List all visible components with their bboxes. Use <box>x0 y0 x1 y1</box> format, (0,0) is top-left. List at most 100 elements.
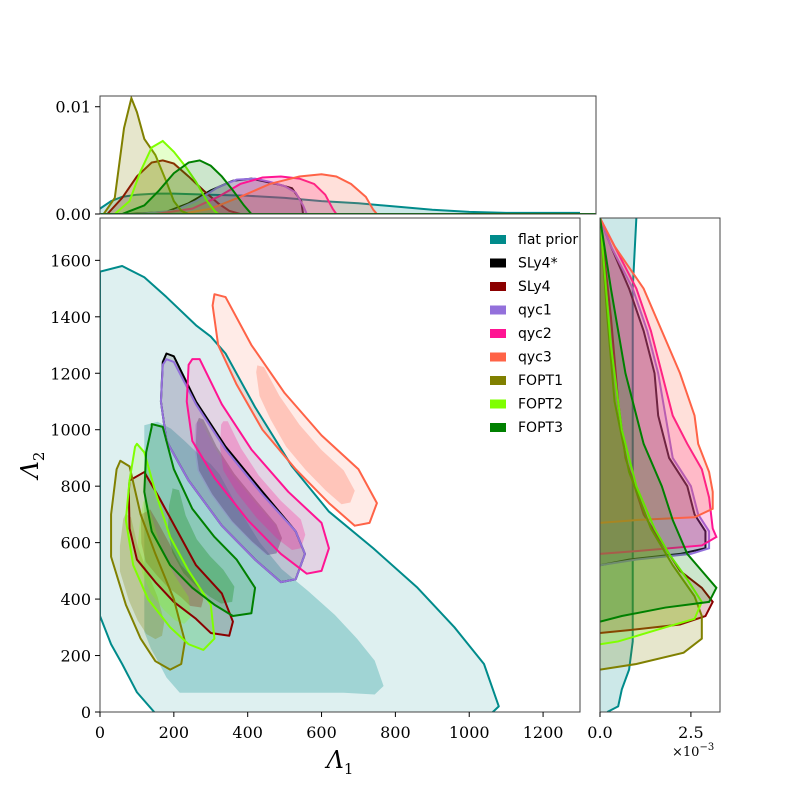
x-axis-label: Λ1 <box>325 746 354 778</box>
fopt3-right-marginal-fill <box>600 218 717 622</box>
x-tick-label: 600 <box>306 723 337 742</box>
legend-item-flat-prior: flat prior <box>490 232 578 248</box>
fopt2-right-marginal-line <box>600 218 703 646</box>
top-marginal-y-tick-label: 0.01 <box>55 98 91 117</box>
legend-label: SLy4* <box>518 256 558 272</box>
right-marginal-plot: 0.0 2.5 ×10−3 <box>587 217 721 760</box>
fopt1-right-marginal-fill <box>600 218 702 670</box>
top-marginal-y-ticks: 0.00 0.01 <box>55 98 100 224</box>
legend-label: FOPT2 <box>518 397 563 413</box>
fopt3-top-marginal-fill <box>122 160 252 214</box>
fopt2-contour <box>124 442 216 651</box>
y-axis-ticks: 0 200 400 600 800 1000 1200 1400 1600 <box>50 251 100 722</box>
joint-plot-frame <box>99 217 581 713</box>
legend-swatch <box>490 258 506 268</box>
sly4-right-marginal-line <box>600 218 707 567</box>
fopt3-top-marginal-line <box>121 159 253 214</box>
y-tick-label: 1400 <box>50 308 91 327</box>
qyc3-density-outer <box>212 294 377 526</box>
flat-prior-top-marginal-line <box>100 192 580 214</box>
fopt1-density-core <box>119 513 165 640</box>
qyc2-density-outer <box>186 359 329 574</box>
y-tick-label: 800 <box>60 477 91 496</box>
qyc1-top-marginal-line <box>136 177 308 214</box>
legend-item-qyc2: qyc2 <box>490 326 552 342</box>
fopt3-density-core <box>167 488 235 604</box>
x-axis-ticks: 0 200 400 600 800 1000 1200 <box>95 712 564 742</box>
y-tick-label: 400 <box>60 590 91 609</box>
legend-swatch <box>490 376 506 385</box>
fopt1-top-marginal-line <box>102 96 190 214</box>
fopt2-right-marginal-fill <box>600 218 702 645</box>
right-marginal-frame <box>599 217 721 713</box>
legend-label: FOPT3 <box>518 420 563 436</box>
legend-item-qyc3: qyc3 <box>490 350 552 366</box>
qyc3-right-marginal-fill <box>600 218 713 523</box>
right-marginal-x-ticks: 0.0 2.5 <box>587 712 704 742</box>
right-marginal-curves <box>600 218 718 712</box>
legend-item-sly4: SLy4 <box>490 279 551 295</box>
top-marginal-y-tick-label: 0.00 <box>55 205 91 224</box>
x-tick-label: 1000 <box>449 723 490 742</box>
y-tick-label: 1600 <box>50 251 91 270</box>
fopt2-top-marginal-fill <box>114 141 219 214</box>
y-tick-label: 1200 <box>50 364 91 383</box>
right-marginal-x-tick-label: 0.0 <box>587 723 612 742</box>
sly4-density-outer <box>160 353 305 583</box>
density-shading <box>100 265 499 712</box>
y-axis-label: Λ2 <box>16 452 48 481</box>
qyc3-contour <box>211 293 378 527</box>
y-tick-label: 1000 <box>50 421 91 440</box>
legend-label: FOPT1 <box>518 373 563 389</box>
fopt1-right-marginal-line <box>600 218 703 671</box>
qyc3-density-core <box>256 365 355 505</box>
legend-label: SLy4 <box>518 279 551 295</box>
flat-prior-top-marginal-fill <box>100 193 580 214</box>
legend-item-sly4: SLy4* <box>490 256 558 272</box>
sly4-contour <box>127 471 234 637</box>
qyc1-right-marginal-fill <box>600 218 710 566</box>
legend-label: qyc1 <box>518 303 552 319</box>
flat-prior-contour <box>100 264 500 712</box>
qyc3-top-marginal-line <box>181 173 378 214</box>
qyc1-density-core <box>194 421 281 556</box>
legend-swatch <box>490 399 506 409</box>
legend-swatch <box>490 352 506 362</box>
top-marginal-frame <box>99 95 597 215</box>
y-tick-label: 600 <box>60 534 91 553</box>
right-marginal-x-tick-label: 2.5 <box>678 723 703 742</box>
sly4-density-core <box>195 417 283 556</box>
qyc2-top-marginal-line <box>155 175 338 214</box>
fopt3-contour <box>143 423 257 618</box>
qyc1-density-outer <box>160 359 305 583</box>
legend-swatch <box>490 305 506 315</box>
top-marginal-plot: 0.00 0.01 <box>55 95 597 224</box>
legend-swatch <box>490 235 506 244</box>
fopt3-right-marginal-line <box>600 218 718 623</box>
fopt2-top-marginal-line <box>114 139 219 214</box>
contour-lines <box>100 264 500 712</box>
legend: flat prior SLy4* SLy4 qyc1 qyc2 qyc3 FOPT1 FOPT… <box>490 232 578 436</box>
legend-label: qyc2 <box>518 326 552 342</box>
legend-item-fopt1: FOPT1 <box>490 373 563 389</box>
flat-prior-right-marginal-line <box>606 218 638 712</box>
qyc3-right-marginal-line <box>600 218 714 524</box>
x-tick-label: 1200 <box>523 723 564 742</box>
joint-plot: 0 200 400 600 800 1000 1200 0 200 400 600 800 1000 1… <box>50 217 581 742</box>
flat-prior-density-outer <box>100 265 499 712</box>
x-tick-label: 0 <box>95 723 105 742</box>
qyc2-contour <box>185 358 330 575</box>
right-marginal-offset-text: ×10−3 <box>672 742 714 760</box>
qyc3-top-marginal-fill <box>181 174 377 214</box>
x-tick-label: 400 <box>232 723 263 742</box>
legend-item-fopt2: FOPT2 <box>490 397 563 413</box>
fopt1-contour <box>110 459 186 671</box>
legend-swatch <box>490 282 506 291</box>
sly4-density-outer <box>128 472 233 636</box>
y-tick-label: 200 <box>60 647 91 666</box>
qyc2-right-marginal-line <box>600 218 718 555</box>
legend-label: qyc3 <box>518 350 552 366</box>
y-tick-label: 0 <box>81 703 91 722</box>
x-tick-label: 800 <box>380 723 411 742</box>
